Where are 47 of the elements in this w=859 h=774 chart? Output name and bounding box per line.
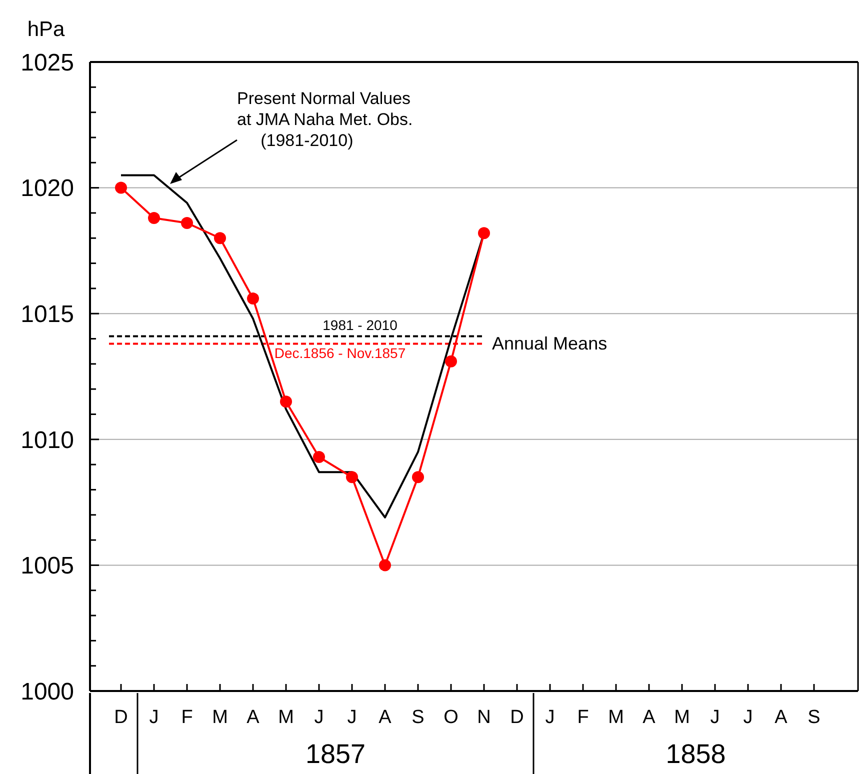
- x-tick-label: M: [608, 707, 624, 728]
- x-tick-label: O: [444, 707, 458, 728]
- y-axis-title: hPa: [27, 18, 65, 41]
- point: [478, 227, 490, 240]
- annotation: Annual Means: [492, 334, 608, 354]
- x-tick-label: D: [114, 707, 128, 728]
- y-tick-label: 1000: [20, 678, 74, 706]
- point: [247, 292, 259, 305]
- x-tick-label: M: [674, 707, 690, 728]
- y-tick-label: 1020: [20, 175, 74, 202]
- y-tick-label: 1005: [20, 552, 74, 580]
- x-tick-label: J: [545, 707, 555, 728]
- x-tick-label: J: [347, 707, 357, 728]
- point: [346, 471, 358, 484]
- point: [115, 182, 127, 194]
- x-tick-label: A: [774, 707, 788, 728]
- point: [313, 451, 325, 464]
- x-tick-label: J: [314, 707, 324, 728]
- point: [379, 559, 391, 572]
- point: [412, 471, 424, 484]
- x-tick-label: M: [278, 707, 294, 728]
- y-tick-label: 1010: [20, 426, 74, 454]
- x-tick-label: N: [477, 707, 491, 728]
- y-tick-label: 1025: [20, 49, 74, 76]
- x-tick-label: F: [181, 707, 193, 728]
- point: [445, 355, 457, 368]
- text: 1857: [305, 739, 366, 769]
- x-tick-label: A: [642, 707, 656, 728]
- annotation: Dec.1856 - Nov.1857: [274, 344, 406, 361]
- x-tick-label: J: [149, 707, 159, 728]
- y-tick-label: 1015: [20, 301, 74, 328]
- x-tick-label: S: [808, 707, 820, 728]
- point: [148, 212, 160, 224]
- point: [181, 217, 193, 230]
- annotation: Present Normal Values at JMA Naha Met. Obs. (1981-2010): [237, 89, 413, 150]
- annotation: 1981 - 2010: [322, 317, 398, 334]
- x-tick-label: J: [743, 707, 753, 728]
- text: 1858: [666, 739, 726, 769]
- x-tick-label: F: [577, 707, 589, 728]
- x-tick-label: A: [378, 707, 392, 728]
- x-tick-label: A: [246, 707, 260, 728]
- x-tick-label: D: [510, 707, 524, 728]
- x-tick-label: S: [412, 707, 424, 728]
- x-tick-label: M: [212, 707, 228, 728]
- point: [280, 396, 292, 408]
- x-tick-label: J: [710, 707, 720, 728]
- point: [214, 232, 226, 244]
